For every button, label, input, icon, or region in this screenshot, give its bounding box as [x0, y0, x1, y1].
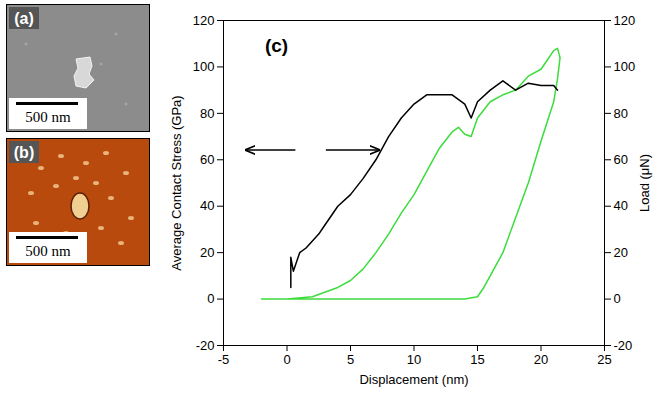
svg-text:Displacement (nm): Displacement (nm) — [359, 372, 468, 387]
svg-text:-5: -5 — [218, 352, 230, 367]
svg-text:40: 40 — [200, 198, 214, 213]
svg-text:15: 15 — [470, 352, 484, 367]
svg-text:80: 80 — [200, 106, 214, 121]
svg-text:25: 25 — [597, 352, 611, 367]
svg-text:5: 5 — [347, 352, 354, 367]
svg-text:120: 120 — [193, 13, 215, 28]
svg-text:60: 60 — [614, 152, 628, 167]
svg-text:(b): (b) — [14, 144, 34, 161]
svg-text:20: 20 — [614, 245, 628, 260]
svg-text:(a): (a) — [14, 10, 34, 27]
svg-text:Load (μN): Load (μN) — [637, 154, 652, 212]
svg-text:20: 20 — [200, 245, 214, 260]
svg-text:500 nm: 500 nm — [25, 109, 71, 125]
svg-text:20: 20 — [534, 352, 548, 367]
svg-text:-20: -20 — [196, 338, 215, 353]
svg-text:100: 100 — [614, 59, 636, 74]
svg-text:120: 120 — [614, 13, 636, 28]
svg-text:500 nm: 500 nm — [25, 243, 71, 259]
svg-text:0: 0 — [207, 291, 214, 306]
svg-text:10: 10 — [407, 352, 421, 367]
svg-text:(c): (c) — [265, 35, 288, 56]
svg-text:-20: -20 — [614, 338, 633, 353]
svg-text:0: 0 — [614, 291, 621, 306]
svg-text:60: 60 — [200, 152, 214, 167]
svg-text:100: 100 — [193, 59, 215, 74]
svg-text:Average Contact Stress (GPa): Average Contact Stress (GPa) — [169, 95, 184, 270]
svg-text:0: 0 — [283, 352, 290, 367]
svg-text:80: 80 — [614, 106, 628, 121]
svg-text:40: 40 — [614, 198, 628, 213]
